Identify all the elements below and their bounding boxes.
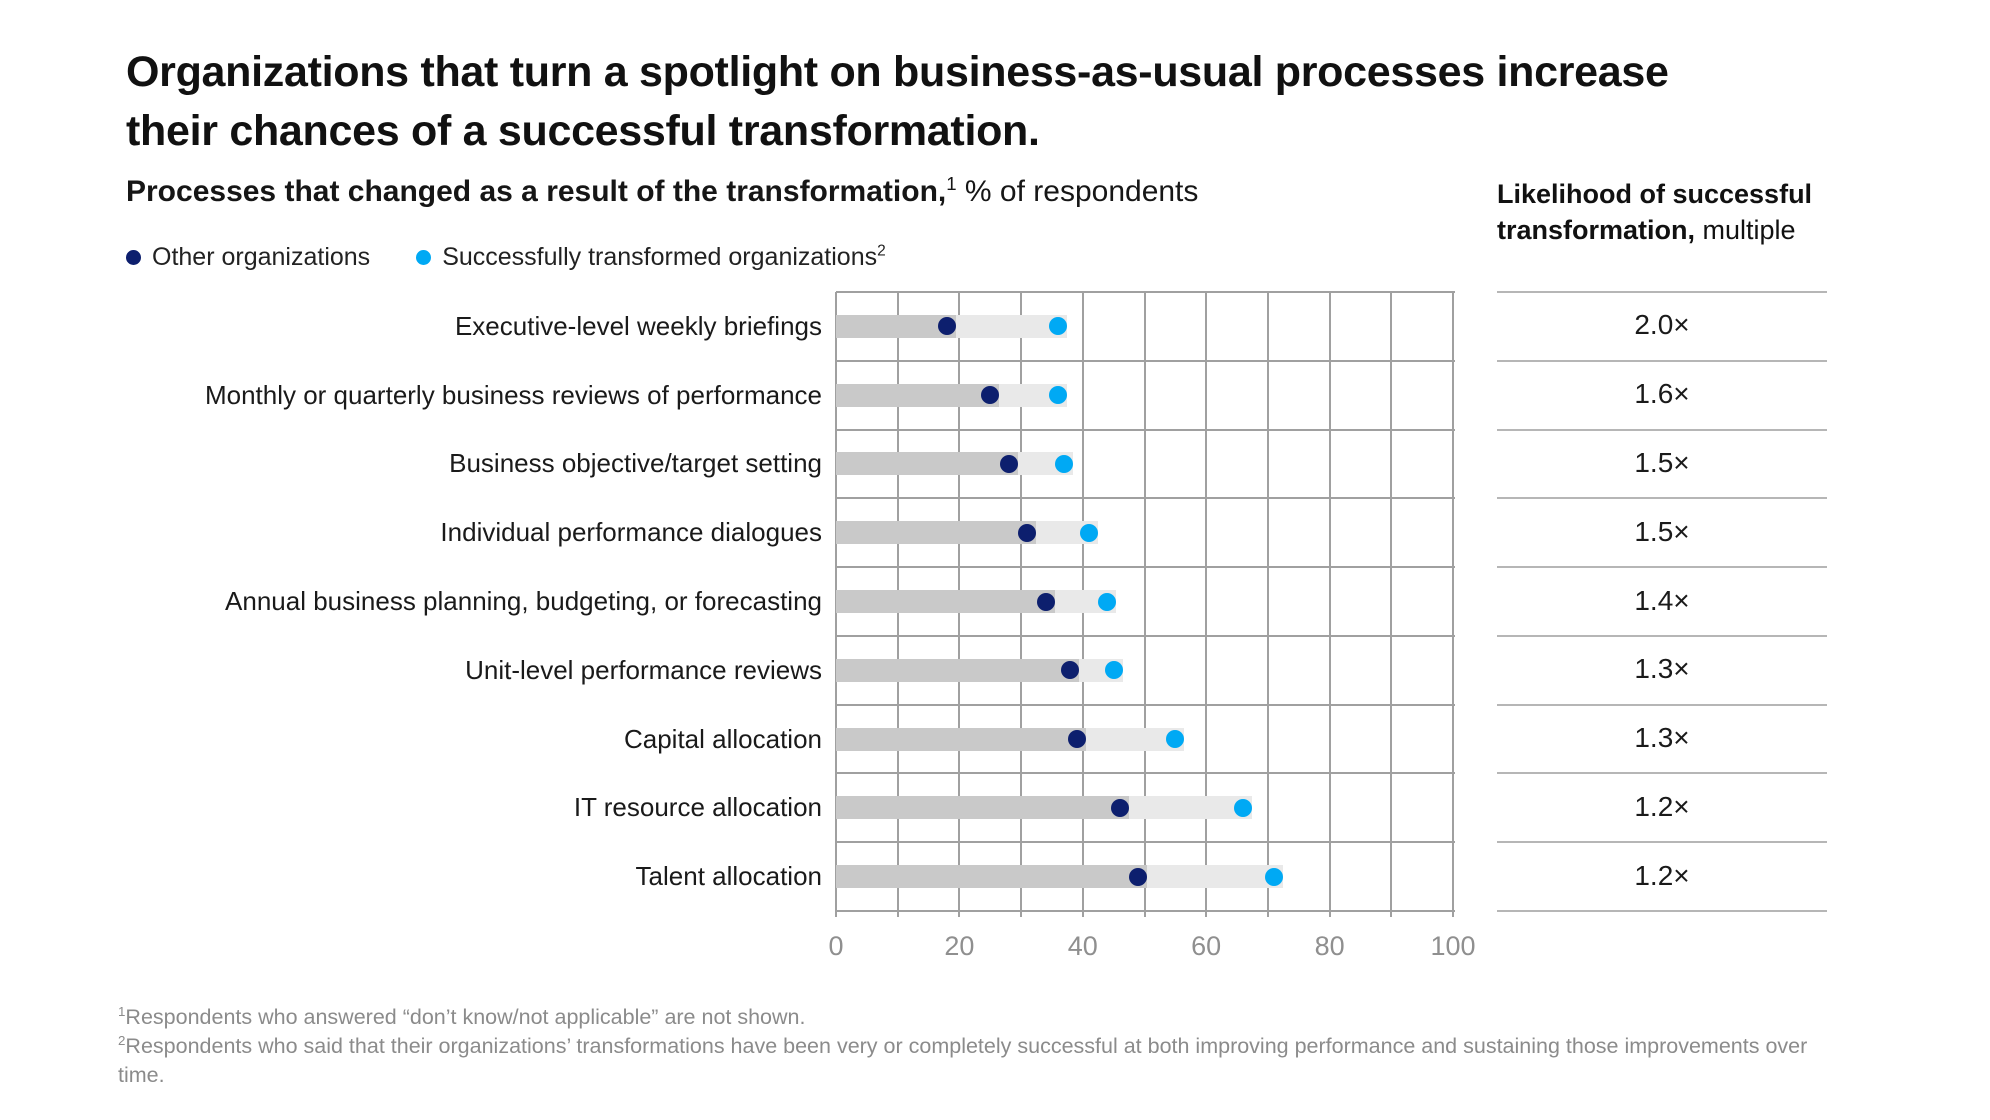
dot-successful	[1049, 386, 1068, 405]
footnotes: 1Respondents who answered “don’t know/no…	[118, 1003, 1818, 1090]
dot-other	[1061, 661, 1080, 680]
likelihood-column-header: Likelihood of successful transformation,…	[1497, 176, 1877, 248]
legend-footnote-marker: 2	[877, 242, 886, 260]
bar-other	[836, 658, 1080, 682]
dot-other	[1036, 592, 1055, 611]
legend-item: Successfully transformed organizations2	[416, 243, 886, 272]
category-label: Business objective/target setting	[449, 448, 822, 479]
bar-other	[836, 383, 1000, 407]
dot-successful	[1104, 661, 1123, 680]
x-axis-tick-label: 20	[944, 931, 975, 961]
legend-item: Other organizations	[126, 243, 370, 272]
likelihood-header-regular: multiple	[1695, 215, 1796, 245]
dot-other	[999, 454, 1018, 473]
page-title: Organizations that turn a spotlight on b…	[126, 47, 1669, 155]
vertical-gridline	[1452, 292, 1454, 917]
x-axis-tick-label: 0	[828, 931, 844, 961]
likelihood-value: 1.2×	[1634, 859, 1690, 891]
dot-other	[1129, 867, 1148, 886]
bar-other	[836, 865, 1148, 889]
likelihood-row-divider	[1497, 497, 1827, 500]
dot-other	[1067, 730, 1086, 749]
horizontal-gridline	[836, 428, 1455, 431]
chart-subtitle: Processes that changed as a result of th…	[126, 172, 1486, 212]
category-label: Executive-level weekly briefings	[454, 310, 822, 341]
category-label: Monthly or quarterly business reviews of…	[204, 379, 822, 410]
likelihood-value: 1.5×	[1634, 446, 1690, 478]
subtitle-bold: Processes that changed as a result of th…	[126, 175, 947, 208]
likelihood-value: 1.3×	[1634, 653, 1690, 685]
footnote-marker: 2	[118, 1032, 126, 1048]
footnote: 2Respondents who said that their organiz…	[118, 1032, 1808, 1087]
vertical-gridline	[1205, 292, 1208, 917]
vertical-gridline	[1328, 292, 1331, 917]
category-label: Talent allocation	[635, 861, 822, 892]
likelihood-value: 1.5×	[1634, 515, 1690, 547]
subtitle-footnote-marker: 1	[946, 173, 957, 194]
bar-other	[836, 452, 1018, 476]
subtitle-regular: % of respondents	[956, 175, 1199, 208]
likelihood-row-divider	[1497, 566, 1827, 569]
likelihood-header-bold: Likelihood of successful transformation,	[1497, 179, 1813, 245]
likelihood-value: 2.0×	[1634, 309, 1690, 341]
likelihood-row-divider	[1497, 910, 1827, 912]
dot-successful	[1049, 317, 1068, 336]
x-axis-tick-label: 60	[1191, 931, 1222, 961]
horizontal-gridline	[836, 359, 1455, 362]
bar-other	[836, 521, 1037, 545]
bar-other	[836, 727, 1086, 751]
likelihood-row-divider	[1497, 291, 1827, 293]
bar-other	[836, 796, 1129, 820]
horizontal-gridline	[836, 497, 1455, 500]
horizontal-gridline	[836, 910, 1455, 912]
vertical-gridline	[1143, 292, 1146, 917]
likelihood-row-divider	[1497, 428, 1827, 431]
horizontal-gridline	[836, 841, 1455, 844]
legend-dot-icon	[126, 250, 141, 265]
category-label: Capital allocation	[623, 723, 822, 754]
likelihood-value: 1.2×	[1634, 790, 1690, 822]
dot-other	[938, 317, 957, 336]
chart-legend: Other organizations Successfully transfor…	[126, 243, 886, 272]
x-axis-tick-label: 80	[1314, 931, 1345, 961]
category-label: Annual business planning, budgeting, or …	[225, 586, 822, 616]
dot-other	[1018, 523, 1037, 542]
likelihood-row-divider	[1497, 772, 1827, 775]
dot-successful	[1079, 523, 1098, 542]
dot-other	[1110, 798, 1129, 817]
footnote: 1Respondents who answered “don’t know/no…	[118, 1003, 806, 1029]
likelihood-value: 1.4×	[1634, 584, 1690, 616]
dot-successful	[1265, 867, 1284, 886]
likelihood-row-divider	[1497, 703, 1827, 706]
vertical-gridline	[1390, 292, 1393, 917]
category-label: IT resource allocation	[573, 792, 822, 823]
bar-other	[836, 314, 957, 338]
bar-other	[836, 590, 1055, 613]
horizontal-gridline	[836, 772, 1455, 775]
dot-successful	[1055, 454, 1074, 473]
horizontal-gridline	[836, 703, 1455, 706]
dot-successful	[1098, 592, 1117, 611]
category-label: Unit-level performance reviews	[465, 654, 822, 685]
legend-label: Other organizations	[152, 243, 371, 271]
likelihood-row-divider	[1497, 634, 1827, 637]
horizontal-gridline	[836, 634, 1455, 637]
x-axis-tick-label: 100	[1430, 931, 1476, 961]
legend-dot-icon	[416, 250, 432, 265]
likelihood-value: 1.6×	[1634, 378, 1690, 410]
footnote-marker: 1	[118, 1003, 126, 1019]
likelihood-row-divider	[1497, 359, 1827, 362]
dot-successful	[1166, 730, 1185, 749]
likelihood-row-divider	[1497, 841, 1827, 844]
dot-successful	[1234, 798, 1253, 817]
legend-label: Successfully transformed organizations2	[442, 242, 886, 271]
dot-other	[981, 386, 1000, 405]
category-label: Individual performance dialogues	[440, 517, 822, 548]
x-axis-tick-label: 40	[1067, 931, 1098, 961]
likelihood-value: 1.3×	[1634, 722, 1690, 754]
horizontal-gridline	[836, 291, 1455, 293]
vertical-gridline	[1266, 292, 1269, 917]
horizontal-gridline	[836, 566, 1455, 569]
